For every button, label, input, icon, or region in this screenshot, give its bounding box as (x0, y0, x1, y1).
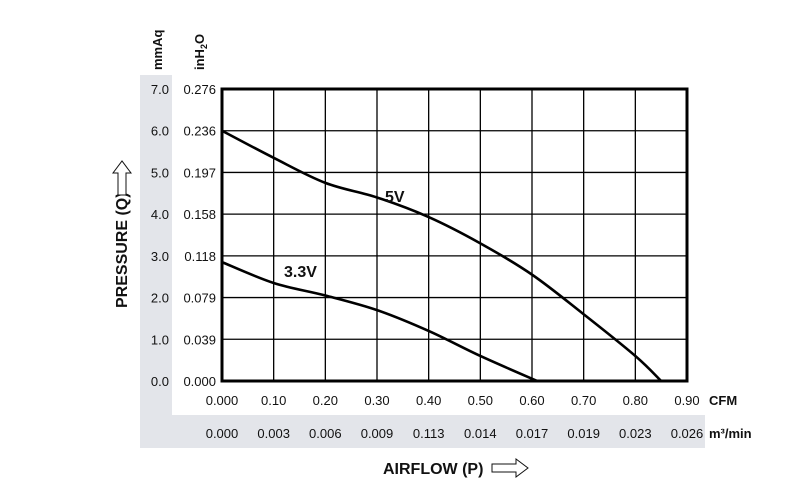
x-tick-m3min: 0.113 (413, 426, 445, 441)
y-tick-mmaq: 6.0 (151, 124, 169, 139)
x-tick-m3min: 0.023 (619, 426, 652, 441)
x-tick-cfm: 0.10 (261, 393, 286, 408)
x-tick-cfm: 0.80 (623, 393, 648, 408)
x-tick-m3min: 0.000 (206, 426, 239, 441)
x-tick-m3min: 0.009 (361, 426, 394, 441)
x-tick-cfm: 0.20 (313, 393, 338, 408)
x-axis-label: AIRFLOW (P) (383, 461, 483, 478)
series-line-5V (221, 129, 663, 382)
x-tick-cfm: 0.70 (571, 393, 596, 408)
y-tick-inh2o: 0.039 (183, 332, 216, 347)
x-ticks-cfm: 0.000 0.10 0.20 0.30 0.40 0.50 0.60 0.70 0.80 0.9… (206, 393, 700, 408)
x-tick-cfm: 0.60 (519, 393, 544, 408)
y-tick-mmaq: 3.0 (151, 249, 169, 264)
x-unit-cfm: CFM (709, 393, 737, 408)
y-axis-label: PRESSURE (Q) (114, 192, 131, 308)
y-ticks-mmaq: 0.0 1.0 2.0 3.0 4.0 5.0 6.0 7.0 (151, 82, 169, 389)
plot-frame (220, 87, 689, 383)
x-tick-m3min: 0.017 (516, 426, 549, 441)
x-tick-m3min: 0.026 (671, 426, 704, 441)
x-ticks-m3min: 0.000 0.003 0.006 0.009 0.113 0.014 0.017 0.019… (206, 426, 704, 441)
series-line-3-3V (221, 260, 538, 383)
x-tick-cfm: 0.000 (206, 393, 239, 408)
y-tick-mmaq: 0.0 (151, 374, 169, 389)
x-unit-m3min: m³/min (709, 426, 752, 441)
x-tick-cfm: 0.30 (364, 393, 389, 408)
y-tick-mmaq: 4.0 (151, 207, 169, 222)
y-tick-mmaq: 5.0 (151, 165, 169, 180)
x-tick-m3min: 0.019 (567, 426, 600, 441)
curves: 5V 3.3V (221, 129, 663, 383)
y-unit-mmaq: mmAq (150, 29, 165, 70)
y-tick-inh2o: 0.000 (183, 374, 216, 389)
x-arrow-icon (491, 458, 529, 478)
grid (221, 88, 688, 382)
x-tick-m3min: 0.006 (309, 426, 342, 441)
y-tick-inh2o: 0.197 (183, 165, 216, 180)
y-tick-inh2o: 0.276 (183, 82, 216, 97)
y-tick-mmaq: 1.0 (151, 332, 169, 347)
x-tick-cfm: 0.90 (674, 393, 699, 408)
y-tick-inh2o: 0.079 (183, 291, 216, 306)
y-tick-mmaq: 2.0 (151, 291, 169, 306)
x-tick-m3min: 0.003 (257, 426, 290, 441)
m3min-band (140, 415, 705, 448)
y-arrow-icon (112, 160, 132, 196)
y-ticks-inh2o: 0.000 0.039 0.079 0.118 0.158 0.197 0.236 0.276 (183, 82, 216, 389)
x-tick-cfm: 0.40 (416, 393, 441, 408)
y-tick-mmaq: 7.0 (151, 82, 169, 97)
series-label: 3.3V (284, 264, 317, 281)
x-tick-m3min: 0.014 (464, 426, 497, 441)
x-tick-cfm: 0.50 (468, 393, 493, 408)
y-unit-inh2o: inH2O (192, 34, 209, 70)
mmaq-band (140, 75, 172, 448)
y-tick-inh2o: 0.236 (183, 124, 216, 139)
y-tick-inh2o: 0.118 (184, 249, 216, 264)
series-label: 5V (385, 189, 405, 206)
y-tick-inh2o: 0.158 (183, 207, 216, 222)
